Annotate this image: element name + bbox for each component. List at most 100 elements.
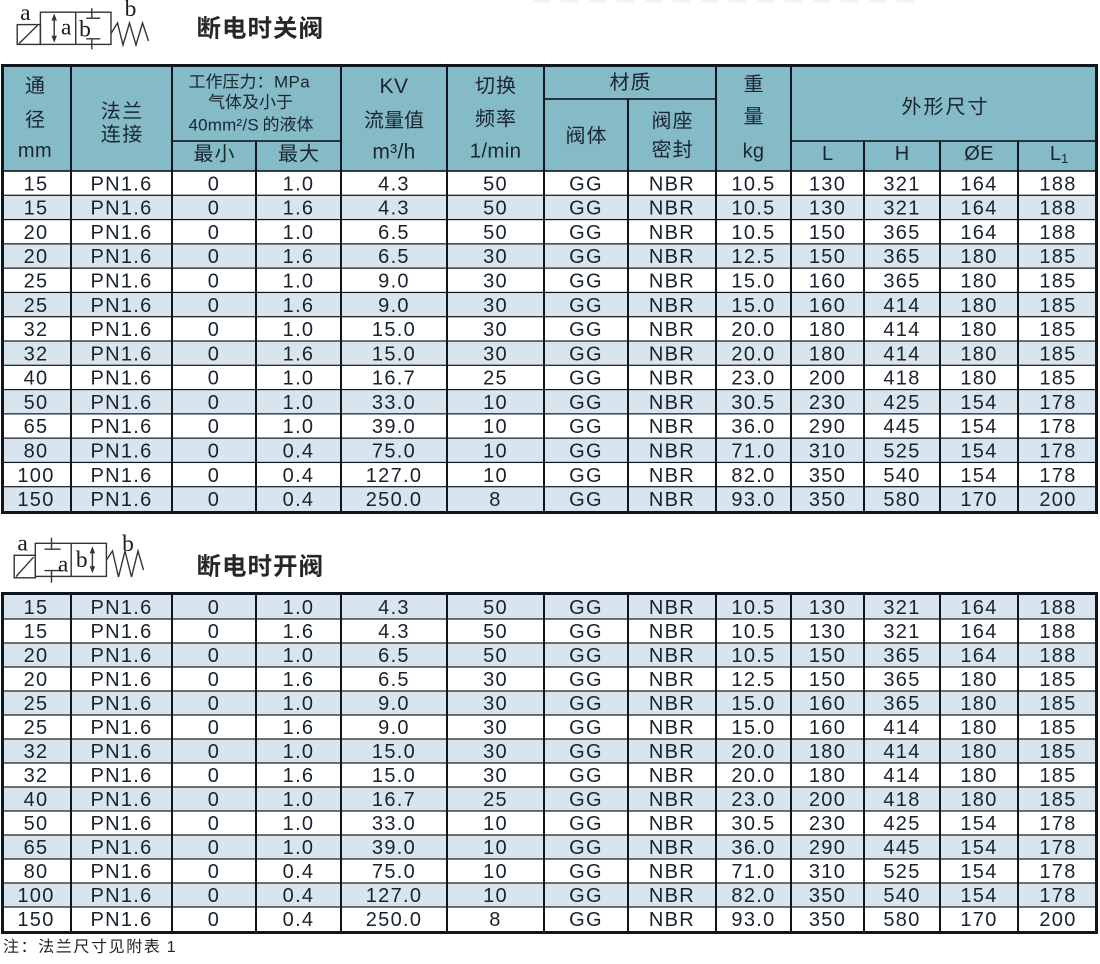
svg-text:GG: GG	[569, 837, 603, 859]
svg-text:PN1.6: PN1.6	[90, 909, 152, 931]
svg-text:185: 185	[1039, 741, 1076, 763]
svg-text:40: 40	[24, 368, 49, 390]
svg-text:310: 310	[809, 861, 846, 883]
svg-text:0: 0	[208, 489, 220, 511]
svg-text:NBR: NBR	[649, 465, 695, 487]
svg-text:15: 15	[24, 198, 49, 220]
svg-text:180: 180	[809, 343, 846, 365]
svg-text:180: 180	[960, 368, 997, 390]
svg-text:127.0: 127.0	[366, 465, 423, 487]
svg-text:150: 150	[809, 246, 846, 268]
svg-text:PN1.6: PN1.6	[90, 717, 152, 739]
svg-text:PN1.6: PN1.6	[90, 489, 152, 511]
svg-text:GG: GG	[569, 441, 603, 463]
svg-text:1.6: 1.6	[283, 765, 315, 787]
svg-text:154: 154	[960, 416, 997, 438]
svg-text:PN1.6: PN1.6	[90, 837, 152, 859]
svg-text:185: 185	[1039, 246, 1076, 268]
svg-text:20.0: 20.0	[731, 765, 775, 787]
svg-text:0: 0	[208, 597, 220, 619]
svg-text:b: b	[125, 0, 137, 22]
svg-text:75.0: 75.0	[372, 441, 416, 463]
svg-text:185: 185	[1039, 669, 1076, 691]
svg-text:365: 365	[883, 271, 920, 293]
svg-text:20: 20	[24, 669, 49, 691]
svg-text:178: 178	[1039, 813, 1076, 835]
svg-text:kg: kg	[743, 141, 765, 163]
svg-text:180: 180	[809, 319, 846, 341]
svg-text:418: 418	[883, 789, 920, 811]
svg-text:164: 164	[960, 621, 997, 643]
svg-text:15: 15	[24, 621, 49, 643]
svg-text:GG: GG	[569, 246, 603, 268]
svg-text:178: 178	[1039, 441, 1076, 463]
svg-text:0.4: 0.4	[283, 441, 315, 463]
svg-text:PN1.6: PN1.6	[90, 173, 152, 195]
svg-text:8: 8	[489, 909, 501, 931]
svg-text:30.5: 30.5	[731, 813, 775, 835]
svg-text:L: L	[822, 143, 833, 165]
svg-text:164: 164	[960, 198, 997, 220]
svg-text:4.3: 4.3	[378, 597, 410, 619]
svg-text:1.0: 1.0	[283, 645, 315, 667]
svg-text:130: 130	[809, 173, 846, 195]
svg-text:30: 30	[483, 295, 508, 317]
svg-text:290: 290	[809, 416, 846, 438]
svg-text:188: 188	[1039, 222, 1076, 244]
svg-text:350: 350	[809, 489, 846, 511]
svg-text:0: 0	[208, 222, 220, 244]
svg-text:GG: GG	[569, 465, 603, 487]
svg-text:230: 230	[809, 392, 846, 414]
svg-text:178: 178	[1039, 861, 1076, 883]
svg-text:NBR: NBR	[649, 173, 695, 195]
svg-text:20: 20	[24, 645, 49, 667]
svg-text:540: 540	[883, 885, 920, 907]
svg-text:25: 25	[24, 693, 49, 715]
svg-text:150: 150	[17, 489, 54, 511]
svg-text:30: 30	[483, 246, 508, 268]
svg-text:80: 80	[24, 441, 49, 463]
svg-text:0.4: 0.4	[283, 885, 315, 907]
svg-text:32: 32	[24, 319, 49, 341]
svg-text:150: 150	[809, 669, 846, 691]
svg-text:0: 0	[208, 441, 220, 463]
svg-text:PN1.6: PN1.6	[90, 392, 152, 414]
svg-text:20: 20	[24, 222, 49, 244]
svg-text:82.0: 82.0	[731, 465, 775, 487]
svg-text:1.0: 1.0	[283, 368, 315, 390]
svg-text:mm: mm	[18, 140, 52, 162]
svg-text:NBR: NBR	[649, 837, 695, 859]
svg-text:PN1.6: PN1.6	[90, 246, 152, 268]
svg-text:30: 30	[483, 343, 508, 365]
svg-text:160: 160	[809, 717, 846, 739]
svg-text:185: 185	[1039, 717, 1076, 739]
svg-text:178: 178	[1039, 392, 1076, 414]
svg-text:0: 0	[208, 416, 220, 438]
svg-text:36.0: 36.0	[731, 837, 775, 859]
svg-text:NBR: NBR	[649, 909, 695, 931]
svg-text:PN1.6: PN1.6	[90, 885, 152, 907]
svg-text:GG: GG	[569, 343, 603, 365]
svg-text:GG: GG	[569, 885, 603, 907]
svg-text:a: a	[61, 15, 72, 41]
svg-text:ØE: ØE	[964, 143, 994, 165]
svg-text:NBR: NBR	[649, 597, 695, 619]
svg-text:NBR: NBR	[649, 416, 695, 438]
svg-text:NBR: NBR	[649, 669, 695, 691]
svg-text:230: 230	[809, 813, 846, 835]
svg-text:71.0: 71.0	[731, 861, 775, 883]
svg-text:25: 25	[24, 271, 49, 293]
svg-text:321: 321	[883, 173, 920, 195]
svg-text:0.4: 0.4	[283, 489, 315, 511]
svg-text:0: 0	[208, 909, 220, 931]
svg-text:25: 25	[483, 789, 508, 811]
svg-text:0: 0	[208, 295, 220, 317]
svg-text:154: 154	[960, 837, 997, 859]
svg-text:178: 178	[1039, 465, 1076, 487]
svg-text:30: 30	[483, 693, 508, 715]
svg-text:PN1.6: PN1.6	[90, 368, 152, 390]
svg-text:GG: GG	[569, 368, 603, 390]
svg-text:NBR: NBR	[649, 343, 695, 365]
svg-text:150: 150	[809, 645, 846, 667]
svg-text:15.0: 15.0	[731, 717, 775, 739]
